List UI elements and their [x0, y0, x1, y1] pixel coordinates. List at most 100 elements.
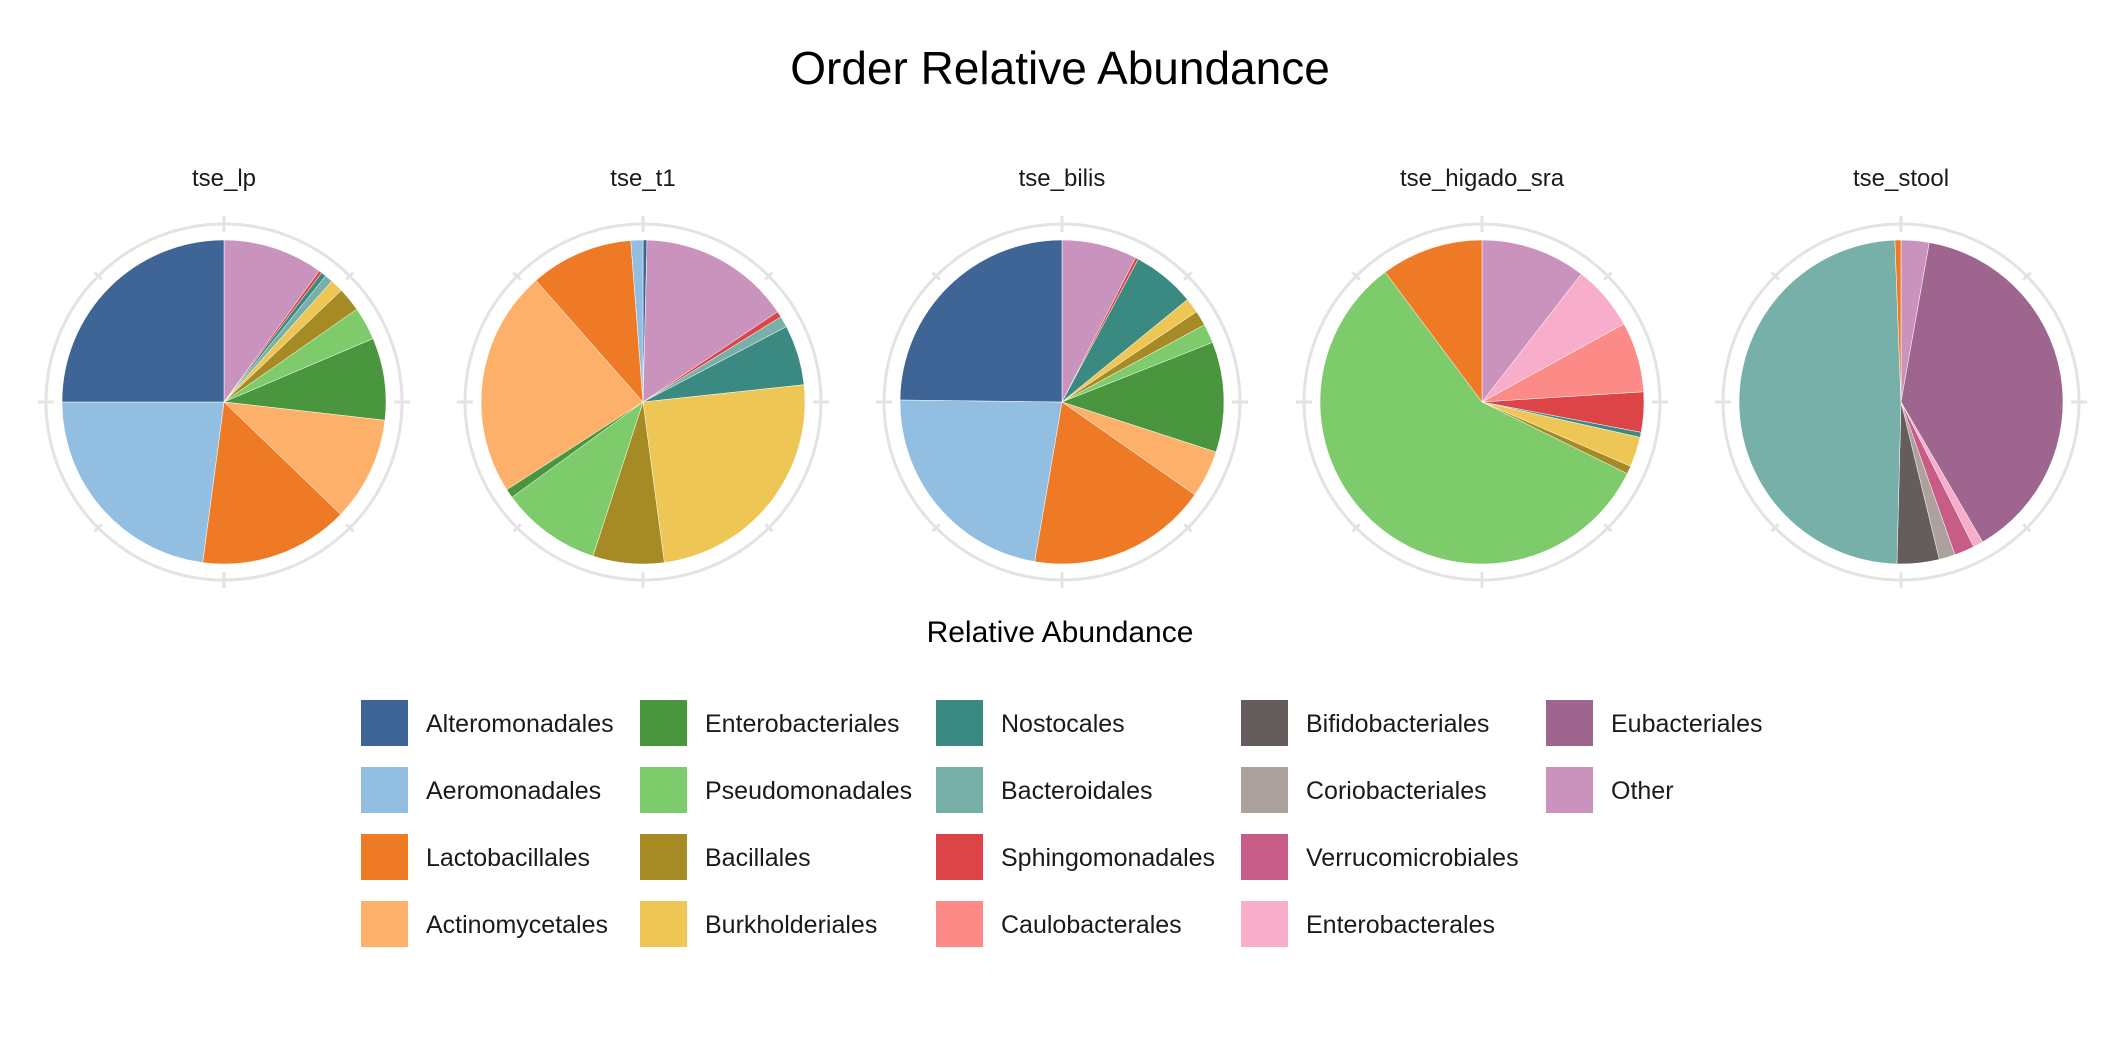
legend-swatch — [936, 767, 983, 813]
legend-item-coriobacteriales: Coriobacteriales — [1241, 767, 1487, 813]
legend-swatch — [640, 834, 687, 880]
legend-label: Bacillales — [705, 844, 811, 872]
legend-item-enterobacteriales: Enterobacteriales — [640, 700, 900, 746]
pie-slice-bacteroidales — [1738, 239, 1902, 565]
polar-grid-tick — [931, 523, 941, 533]
legend-swatch — [640, 767, 687, 813]
legend-item-nostocales: Nostocales — [936, 700, 1125, 746]
legend-label: Actinomycetales — [426, 911, 608, 939]
pie-slice-burkholderiales — [642, 384, 806, 563]
polar-grid-tick — [764, 271, 774, 281]
legend-label: Bifidobacteriales — [1306, 710, 1489, 738]
legend-label: Verrucomicrobiales — [1306, 844, 1519, 872]
legend-item-sphingomonadales: Sphingomonadales — [936, 834, 1215, 880]
pie-slice-alteromonadales — [899, 239, 1063, 403]
legend-swatch — [1546, 767, 1593, 813]
pie-slice-lactobacillales — [1034, 401, 1196, 565]
legend-item-caulobacterales: Caulobacterales — [936, 901, 1182, 947]
legend-swatch — [1241, 901, 1288, 947]
legend-label: Nostocales — [1001, 710, 1125, 738]
legend-swatch — [936, 901, 983, 947]
legend-item-pseudomonadales: Pseudomonadales — [640, 767, 912, 813]
polar-grid-tick — [93, 523, 103, 533]
pie-slice-lactobacillales — [1384, 239, 1483, 403]
legend-label: Coriobacteriales — [1306, 777, 1487, 805]
legend-item-lactobacillales: Lactobacillales — [361, 834, 590, 880]
polar-grid-tick — [1351, 523, 1361, 533]
polar-grid-tick — [2022, 271, 2032, 281]
pie-slice-other — [642, 239, 778, 403]
pie-slice-lactobacillales — [202, 401, 342, 565]
pie-slice-aeromonadales — [630, 239, 644, 403]
pie-slice-other — [1481, 239, 1582, 403]
pie-slice-aeromonadales — [61, 401, 225, 563]
pie-slice-lactobacillales — [535, 240, 644, 403]
legend-item-alteromonadales: Alteromonadales — [361, 700, 614, 746]
legend-title: Relative Abundance — [927, 616, 1194, 649]
chart-title: Order Relative Abundance — [790, 42, 1330, 94]
legend-swatch — [1546, 700, 1593, 746]
pie-panels: tse_lp tse_t1 tse_bilis tse_higado_sra tse_s… — [38, 165, 2087, 588]
legend-label: Eubacteriales — [1611, 710, 1762, 738]
pie-slice-pseudomonadales — [1319, 271, 1628, 565]
polar-grid-tick — [512, 271, 522, 281]
legend-swatch — [936, 834, 983, 880]
legend-item-actinomycetales: Actinomycetales — [361, 901, 608, 947]
legend-swatch — [361, 700, 408, 746]
legend-label: Caulobacterales — [1001, 911, 1182, 939]
pie-slice-aeromonadales — [899, 399, 1063, 562]
polar-grid-tick — [1183, 523, 1193, 533]
polar-grid-tick — [764, 523, 774, 533]
polar-grid-tick — [1770, 271, 1780, 281]
legend-item-verrucomicrobiales: Verrucomicrobiales — [1241, 834, 1519, 880]
pie-panel-tse-lp: tse_lp — [38, 165, 410, 588]
polar-grid-tick — [345, 271, 355, 281]
legend-item-aeromonadales: Aeromonadales — [361, 767, 601, 813]
legend-label: Aeromonadales — [426, 777, 601, 805]
legend-label: Bacteroidales — [1001, 777, 1152, 805]
legend-item-bifidobacteriales: Bifidobacteriales — [1241, 700, 1489, 746]
polar-grid-tick — [1183, 271, 1193, 281]
pie-panel-tse-bilis: tse_bilis — [876, 165, 1248, 588]
legend-item-other: Other — [1546, 767, 1674, 813]
pie-panel-tse-higado-sra: tse_higado_sra — [1296, 165, 1668, 588]
polar-grid-tick — [1603, 523, 1613, 533]
panel-label: tse_t1 — [610, 165, 675, 192]
polar-grid-tick — [345, 523, 355, 533]
polar-grid-tick — [1351, 271, 1361, 281]
legend: Alteromonadales Aeromonadales Lactobacilla… — [361, 700, 1762, 947]
pie-slice-lactobacillales — [1894, 239, 1902, 403]
polar-grid-tick — [512, 523, 522, 533]
legend-swatch — [361, 834, 408, 880]
panel-label: tse_bilis — [1019, 165, 1106, 192]
pie-slice-alteromonadales — [61, 239, 225, 403]
pie-slice-actinomycetales — [480, 280, 644, 491]
legend-swatch — [936, 700, 983, 746]
legend-item-enterobacterales: Enterobacterales — [1241, 901, 1495, 947]
legend-swatch — [1241, 700, 1288, 746]
polar-grid-tick — [1770, 523, 1780, 533]
legend-label: Lactobacillales — [426, 844, 590, 872]
polar-grid-tick — [2022, 523, 2032, 533]
pie-panel-tse-t1: tse_t1 — [457, 165, 829, 588]
panel-label: tse_stool — [1853, 165, 1949, 192]
panel-label: tse_lp — [192, 165, 256, 192]
pie-slice-actinomycetales — [223, 401, 386, 515]
legend-label: Sphingomonadales — [1001, 844, 1215, 872]
legend-item-burkholderiales: Burkholderiales — [640, 901, 877, 947]
legend-item-bacteroidales: Bacteroidales — [936, 767, 1152, 813]
legend-label: Alteromonadales — [426, 710, 614, 738]
pie-slice-enterobacteriales — [1061, 342, 1225, 453]
pie-slice-other — [223, 239, 320, 403]
polar-grid-tick — [93, 271, 103, 281]
legend-swatch — [640, 901, 687, 947]
legend-swatch — [1241, 767, 1288, 813]
polar-grid-tick — [1603, 271, 1613, 281]
legend-item-eubacteriales: Eubacteriales — [1546, 700, 1762, 746]
pie-slice-eubacteriales — [1900, 242, 2064, 543]
legend-item-bacillales: Bacillales — [640, 834, 811, 880]
legend-swatch — [1241, 834, 1288, 880]
pie-panel-tse-stool: tse_stool — [1715, 165, 2087, 588]
